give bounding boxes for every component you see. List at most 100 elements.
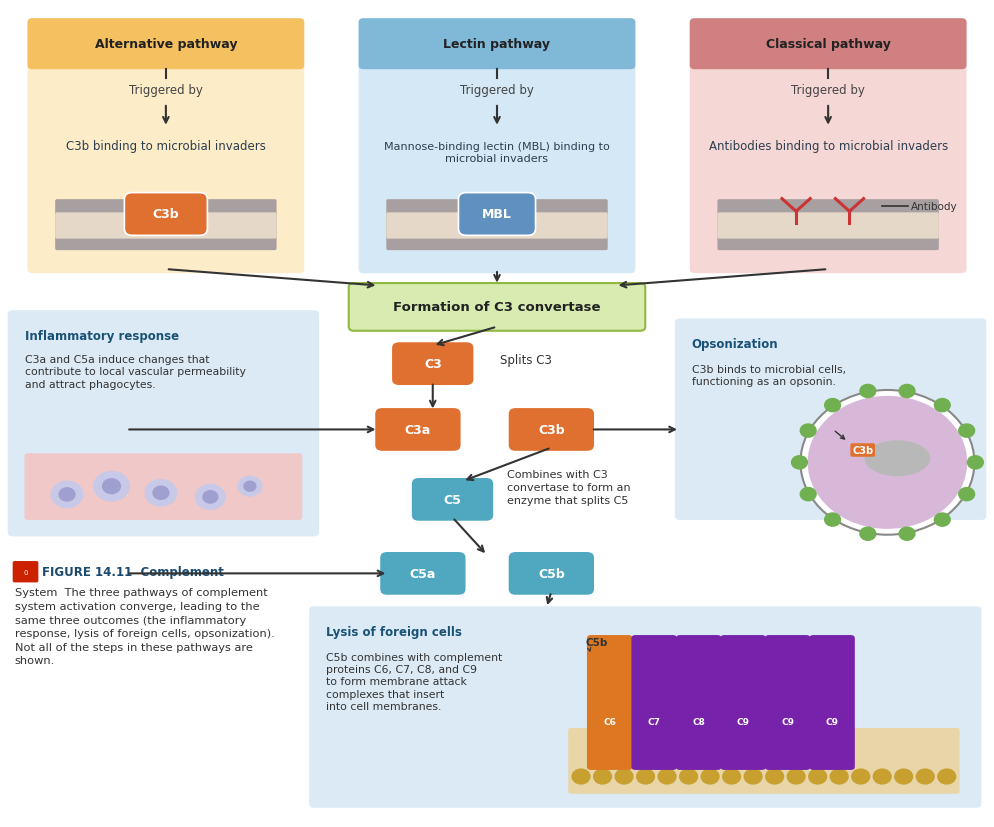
Text: C6: C6: [603, 717, 616, 726]
FancyBboxPatch shape: [359, 19, 635, 274]
FancyBboxPatch shape: [55, 213, 276, 239]
Circle shape: [852, 769, 870, 784]
Text: Lectin pathway: Lectin pathway: [443, 38, 551, 51]
Circle shape: [934, 399, 950, 412]
Text: C3a and C5a induce changes that
contribute to local vascular permeability
and at: C3a and C5a induce changes that contribu…: [25, 354, 246, 390]
Text: Lysis of foreign cells: Lysis of foreign cells: [326, 625, 462, 638]
Text: C5b: C5b: [538, 567, 565, 581]
Circle shape: [967, 457, 983, 470]
Circle shape: [825, 514, 841, 527]
Circle shape: [745, 769, 762, 784]
Circle shape: [153, 486, 169, 500]
FancyBboxPatch shape: [124, 194, 208, 236]
Circle shape: [938, 769, 955, 784]
FancyBboxPatch shape: [458, 194, 536, 236]
Text: C7: C7: [648, 717, 661, 726]
Text: C9: C9: [737, 717, 749, 726]
FancyBboxPatch shape: [392, 342, 474, 386]
Text: C5: C5: [443, 493, 461, 506]
FancyBboxPatch shape: [586, 635, 632, 770]
Circle shape: [895, 769, 912, 784]
Circle shape: [765, 769, 783, 784]
Circle shape: [196, 485, 226, 509]
FancyBboxPatch shape: [359, 19, 635, 70]
Text: C8: C8: [692, 717, 705, 726]
FancyBboxPatch shape: [349, 284, 645, 332]
Text: Inflammatory response: Inflammatory response: [25, 330, 179, 342]
Circle shape: [825, 399, 841, 412]
Text: C5b: C5b: [585, 638, 608, 648]
Circle shape: [808, 397, 966, 528]
FancyBboxPatch shape: [764, 635, 810, 770]
FancyBboxPatch shape: [809, 635, 855, 770]
Text: C9: C9: [826, 717, 839, 726]
Text: C3b binding to microbial invaders: C3b binding to microbial invaders: [66, 140, 265, 153]
Text: Antibodies binding to microbial invaders: Antibodies binding to microbial invaders: [709, 140, 947, 153]
FancyBboxPatch shape: [13, 562, 39, 583]
Text: FIGURE 14.11  Complement: FIGURE 14.11 Complement: [43, 566, 225, 579]
Circle shape: [860, 385, 876, 398]
Circle shape: [93, 472, 129, 501]
Text: C9: C9: [781, 717, 794, 726]
FancyBboxPatch shape: [676, 635, 722, 770]
Text: Antibody: Antibody: [911, 202, 957, 212]
FancyBboxPatch shape: [55, 200, 276, 251]
Circle shape: [934, 514, 950, 527]
Text: Classical pathway: Classical pathway: [765, 38, 891, 51]
Text: C3a: C3a: [405, 423, 431, 437]
FancyBboxPatch shape: [28, 19, 304, 70]
FancyBboxPatch shape: [380, 552, 466, 596]
FancyBboxPatch shape: [28, 19, 304, 274]
Ellipse shape: [865, 442, 929, 476]
Circle shape: [59, 488, 75, 501]
Text: Triggered by: Triggered by: [791, 84, 865, 97]
FancyBboxPatch shape: [718, 213, 939, 239]
Circle shape: [203, 491, 218, 504]
Circle shape: [52, 481, 83, 508]
Circle shape: [701, 769, 719, 784]
FancyBboxPatch shape: [631, 635, 677, 770]
Text: Combines with C3
convertase to form an
enzyme that splits C5: Combines with C3 convertase to form an e…: [507, 470, 630, 505]
Circle shape: [900, 528, 914, 541]
Text: Mannose-binding lectin (MBL) binding to
microbial invaders: Mannose-binding lectin (MBL) binding to …: [384, 142, 610, 165]
FancyBboxPatch shape: [690, 19, 966, 70]
Text: 0: 0: [23, 569, 28, 575]
Circle shape: [573, 769, 589, 784]
Text: Formation of C3 convertase: Formation of C3 convertase: [394, 301, 600, 314]
Circle shape: [900, 385, 914, 398]
Circle shape: [658, 769, 676, 784]
Circle shape: [800, 390, 974, 535]
FancyBboxPatch shape: [309, 606, 981, 808]
Text: Alternative pathway: Alternative pathway: [94, 38, 238, 51]
Circle shape: [593, 769, 611, 784]
FancyBboxPatch shape: [675, 319, 986, 520]
Circle shape: [244, 481, 255, 491]
FancyBboxPatch shape: [718, 200, 939, 251]
Text: Triggered by: Triggered by: [129, 84, 203, 97]
Circle shape: [800, 488, 816, 501]
Text: C3b: C3b: [538, 423, 565, 437]
Text: C3b binds to microbial cells,
functioning as an opsonin.: C3b binds to microbial cells, functionin…: [692, 364, 846, 386]
FancyBboxPatch shape: [690, 19, 966, 274]
Circle shape: [874, 769, 891, 784]
Circle shape: [680, 769, 698, 784]
FancyBboxPatch shape: [721, 635, 765, 770]
Circle shape: [916, 769, 934, 784]
Text: MBL: MBL: [482, 208, 512, 221]
Text: C5a: C5a: [410, 567, 436, 581]
Circle shape: [830, 769, 848, 784]
Text: C3: C3: [423, 358, 441, 370]
FancyBboxPatch shape: [508, 408, 594, 452]
Text: Splits C3: Splits C3: [500, 354, 552, 366]
FancyBboxPatch shape: [375, 408, 461, 452]
Circle shape: [637, 769, 654, 784]
FancyBboxPatch shape: [387, 200, 607, 251]
Text: C3b: C3b: [852, 446, 874, 456]
Circle shape: [791, 457, 807, 470]
FancyBboxPatch shape: [387, 213, 607, 239]
Circle shape: [615, 769, 633, 784]
Circle shape: [723, 769, 741, 784]
Circle shape: [860, 528, 876, 541]
FancyBboxPatch shape: [8, 311, 319, 537]
Text: C5b combines with complement
proteins C6, C7, C8, and C9
to form membrane attack: C5b combines with complement proteins C6…: [326, 652, 502, 711]
